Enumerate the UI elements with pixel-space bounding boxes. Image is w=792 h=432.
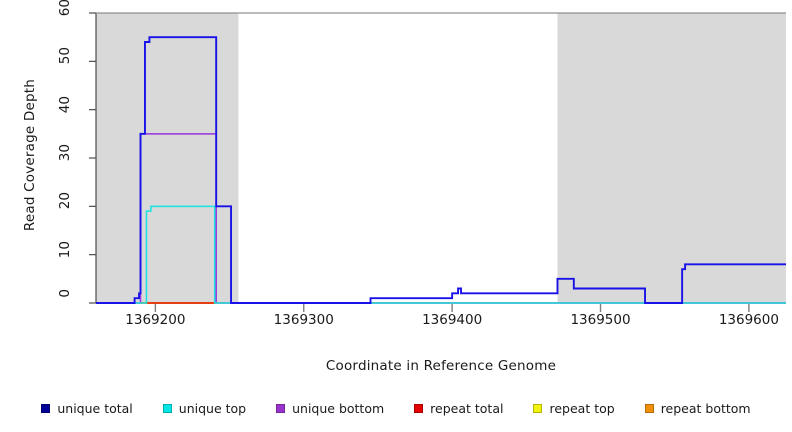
- y-tick-label: 0: [57, 289, 73, 298]
- y-tick-label: 10: [57, 240, 73, 258]
- repeat-region-right: [557, 13, 786, 303]
- x-tick-label: 1369200: [125, 312, 186, 328]
- legend-swatch-icon: [276, 403, 286, 413]
- legend-label: unique top: [178, 400, 247, 416]
- legend-entry: repeat bottom: [644, 400, 751, 416]
- legend-label: repeat bottom: [660, 400, 751, 416]
- x-tick-label: 1369600: [718, 312, 779, 328]
- x-tick-label: 1369500: [570, 312, 631, 328]
- chart-legend: unique total unique top unique bottom repea…: [0, 396, 792, 420]
- x-tick-label: 1369300: [273, 312, 334, 328]
- series-line-unique-total: [96, 36, 786, 304]
- legend-entry: unique total: [41, 400, 133, 416]
- y-tick-label: 20: [57, 192, 73, 210]
- legend-label: repeat top: [549, 400, 615, 416]
- y-tick-label: 30: [57, 144, 73, 162]
- legend-swatch-icon: [414, 403, 424, 413]
- y-tick-label: 50: [57, 47, 73, 65]
- y-tick-label: 40: [57, 95, 73, 113]
- x-tick-label: 1369400: [422, 312, 483, 328]
- legend-swatch-icon: [41, 403, 51, 413]
- legend-swatch-icon: [162, 403, 172, 413]
- legend-entry: repeat total: [414, 401, 503, 416]
- legend-label: unique total: [57, 400, 133, 416]
- legend-label: unique bottom: [292, 400, 385, 416]
- y-axis-label: Read Coverage Depth: [22, 78, 38, 232]
- x-axis-label: Coordinate in Reference Genome: [325, 358, 557, 374]
- data-series-layer: [96, 36, 786, 304]
- legend-entry: unique top: [162, 400, 247, 416]
- axis-ticks: [89, 12, 750, 312]
- y-tick-label: 60: [57, 0, 73, 17]
- legend-entry: unique bottom: [276, 401, 384, 416]
- series-line-unique-top: [96, 205, 786, 304]
- legend-swatch-icon: [533, 403, 543, 413]
- legend-swatch-icon: [644, 403, 654, 413]
- shaded-repeat-regions: [96, 13, 786, 303]
- legend-label: repeat total: [430, 400, 504, 416]
- legend-entry: repeat top: [533, 400, 615, 416]
